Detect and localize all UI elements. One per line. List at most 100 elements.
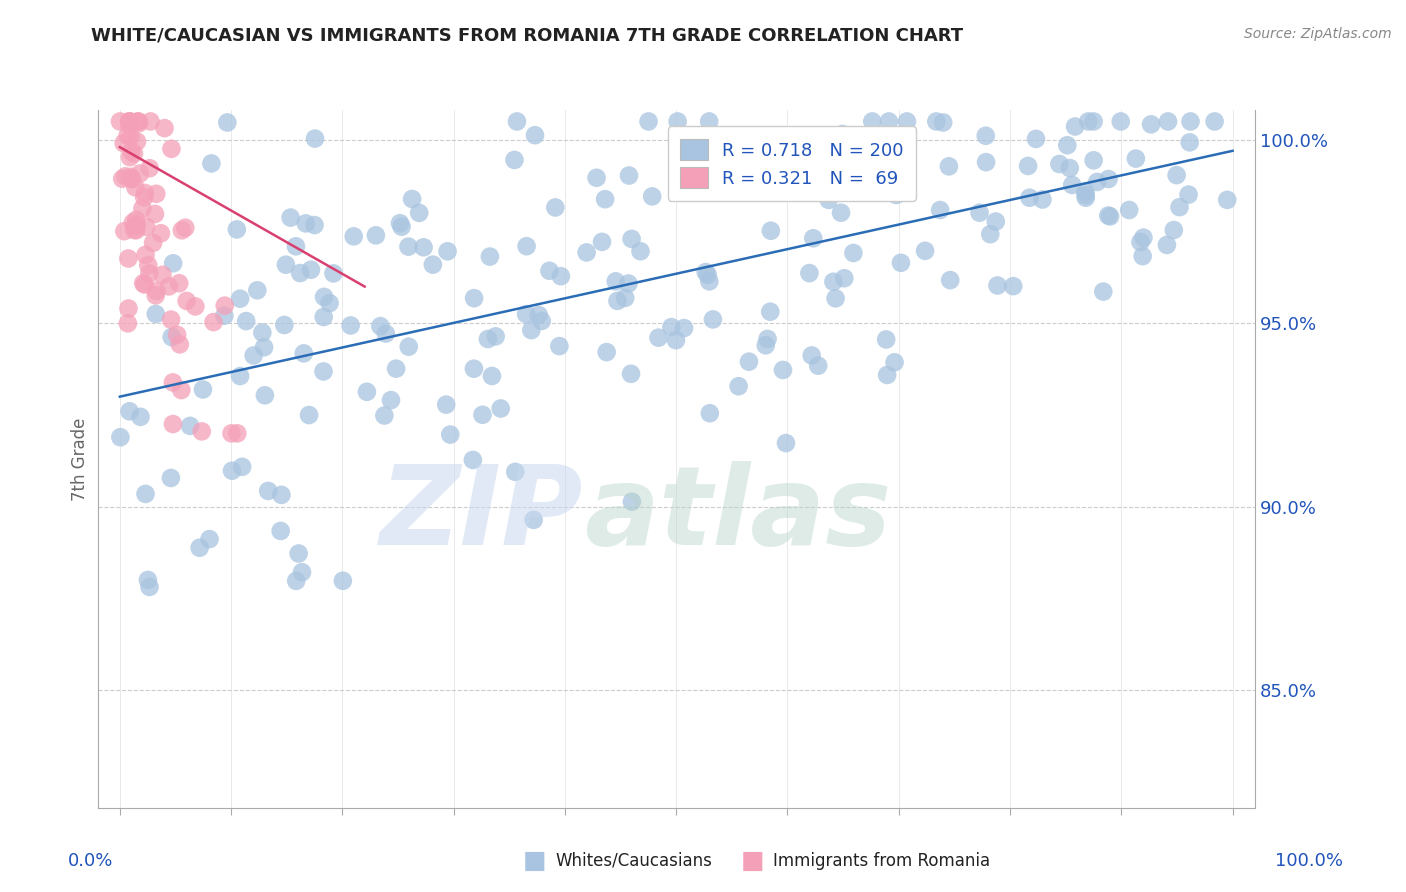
Point [1018,191,1040,205]
Point [620,232,643,246]
Point [198,532,221,546]
Point [125,212,148,227]
Point [883,355,905,369]
Point [274,258,297,272]
Point [738,354,761,368]
Point [585,170,607,185]
Point [1017,159,1039,173]
Point [1085,175,1108,189]
Point [1157,114,1180,128]
Point [530,314,553,328]
Point [463,361,485,376]
Point [1002,279,1025,293]
Point [160,471,183,485]
Point [304,131,326,145]
Point [235,314,257,328]
Point [807,359,830,373]
Point [1056,138,1078,153]
Point [214,309,236,323]
Point [225,222,247,236]
Point [1097,172,1119,186]
Point [118,114,141,128]
Point [221,464,243,478]
Point [131,202,153,216]
Point [914,244,936,258]
Point [696,268,718,282]
Point [118,404,141,418]
Point [125,223,148,237]
Point [620,494,643,508]
Point [253,388,276,402]
Point [129,409,152,424]
Point [162,417,184,431]
Point [149,227,172,241]
Point [294,216,316,230]
Point [832,271,855,285]
Point [884,188,907,202]
Point [765,178,787,193]
Point [122,216,145,230]
Point [174,220,197,235]
Point [160,330,183,344]
Point [520,323,543,337]
Point [134,277,156,292]
Point [515,307,537,321]
Point [925,114,948,128]
Point [242,349,264,363]
Point [614,291,637,305]
Point [1074,191,1097,205]
Point [1180,114,1202,128]
Point [374,326,396,341]
Text: Source: ZipAtlas.com: Source: ZipAtlas.com [1244,27,1392,41]
Point [877,114,900,128]
Point [162,376,184,390]
Point [134,248,156,262]
Point [291,565,314,579]
Point [523,513,546,527]
Point [1031,193,1053,207]
Point [145,307,167,321]
Text: Whites/Caucasians: Whites/Caucasians [555,852,713,870]
Point [1129,235,1152,249]
Point [699,406,721,420]
Point [890,256,912,270]
Point [112,136,135,150]
Y-axis label: 7th Grade: 7th Grade [72,417,89,500]
Point [1132,249,1154,263]
Point [145,186,167,201]
Point [831,127,853,141]
Point [188,541,211,555]
Point [974,155,997,169]
Point [364,228,387,243]
Point [755,338,778,352]
Point [370,319,392,334]
Point [986,278,1008,293]
Point [548,339,571,353]
Point [824,291,846,305]
Point [699,274,721,288]
Point [110,430,132,444]
Point [134,487,156,501]
Point [117,301,139,316]
Point [214,299,236,313]
Point [896,114,918,128]
Point [288,266,311,280]
Point [1125,152,1147,166]
Point [127,114,149,128]
Point [118,114,141,128]
Point [1083,114,1105,128]
Point [516,239,538,253]
Point [969,205,991,219]
Point [932,115,955,129]
Point [221,426,243,441]
Point [1064,120,1087,134]
Point [461,453,484,467]
Point [312,310,335,324]
Point [1097,209,1119,223]
Point [759,304,782,318]
Point [117,128,139,143]
Text: atlas: atlas [583,461,891,568]
Point [120,145,142,159]
Point [503,465,526,479]
Point [128,116,150,130]
